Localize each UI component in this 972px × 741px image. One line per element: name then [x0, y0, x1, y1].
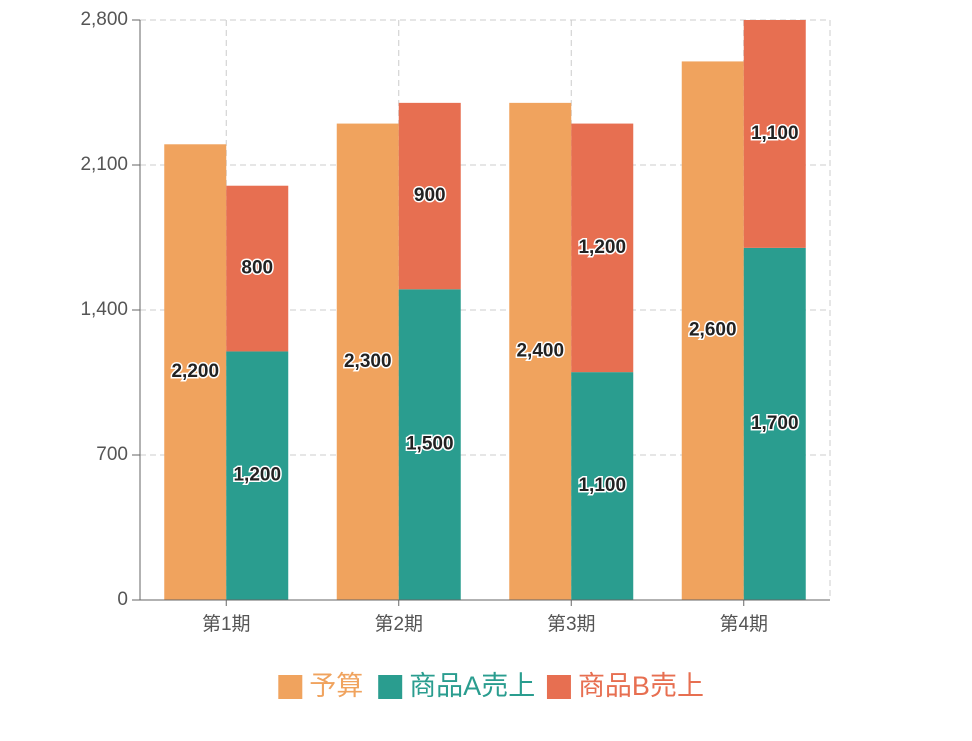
bar [398, 289, 461, 600]
data-label: 2,400 [516, 340, 564, 361]
x-tick-label: 第1期 [202, 613, 251, 635]
bar [509, 102, 572, 600]
bar [743, 20, 806, 248]
data-label: 2,200 [171, 361, 219, 382]
x-tick-label: 第2期 [374, 613, 423, 635]
legend-swatch [278, 675, 303, 699]
legend-label: 商品A売上 [409, 671, 535, 701]
data-label: 900 [414, 185, 446, 206]
data-label: 1,100 [751, 123, 799, 144]
legend-swatch [378, 675, 403, 699]
bar [398, 102, 461, 290]
y-tick-label: 2,800 [80, 9, 128, 30]
y-tick-label: 1,400 [80, 299, 128, 320]
data-label: 1,200 [578, 237, 626, 258]
bar [226, 185, 289, 352]
bar [743, 247, 806, 600]
data-label: 1,200 [233, 465, 281, 486]
bar [164, 144, 227, 601]
data-label: 2,300 [344, 351, 392, 372]
data-label: 800 [241, 258, 273, 279]
y-tick-label: 2,100 [80, 154, 128, 175]
legend-swatch [546, 675, 571, 699]
bar [336, 123, 399, 601]
data-label: 1,100 [578, 475, 626, 496]
x-tick-label: 第3期 [547, 613, 596, 635]
legend-label: 商品B売上 [578, 671, 704, 701]
y-tick-label: 0 [117, 589, 128, 610]
bar [571, 123, 634, 373]
bar [226, 351, 289, 600]
x-tick-label: 第4期 [719, 613, 768, 635]
data-label: 1,500 [406, 434, 454, 455]
bar [681, 61, 744, 600]
y-tick-label: 700 [96, 444, 128, 465]
bar [571, 372, 634, 600]
data-label: 2,600 [689, 320, 737, 341]
legend-label: 予算 [309, 671, 363, 701]
data-label: 1,700 [751, 413, 799, 434]
